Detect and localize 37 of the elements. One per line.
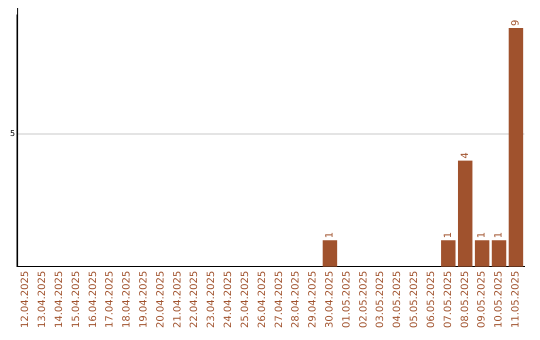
x-tick-label: 01.05.2025 bbox=[341, 270, 352, 328]
x-tick-label: 05.05.2025 bbox=[409, 270, 420, 328]
x-tick-label: 14.04.2025 bbox=[54, 270, 65, 328]
x-tick-label: 08.05.2025 bbox=[460, 270, 471, 328]
x-tick-label: 19.04.2025 bbox=[138, 270, 150, 328]
x-tick-label: 23.04.2025 bbox=[206, 270, 218, 328]
x-tick-label: 21.04.2025 bbox=[172, 270, 184, 328]
x-tick-label: 29.04.2025 bbox=[308, 270, 319, 328]
x-tick-label: 15.04.2025 bbox=[70, 270, 82, 328]
x-tick-label: 27.04.2025 bbox=[274, 270, 285, 328]
data-label: 4 bbox=[460, 152, 471, 159]
x-tick-label: 26.04.2025 bbox=[256, 270, 268, 328]
x-tick-label: 30.04.2025 bbox=[324, 270, 336, 328]
x-tick-label: 13.04.2025 bbox=[37, 270, 48, 328]
x-tick-label: 17.04.2025 bbox=[104, 270, 116, 328]
x-tick-label: 28.04.2025 bbox=[290, 270, 302, 328]
x-tick-label: 11.05.2025 bbox=[510, 270, 522, 328]
x-tick-label: 04.05.2025 bbox=[392, 270, 404, 328]
data-label: 1 bbox=[494, 232, 505, 238]
x-tick-label: 16.04.2025 bbox=[88, 270, 99, 328]
x-tick-label: 12.04.2025 bbox=[20, 270, 32, 328]
y-tick-label: 5 bbox=[10, 129, 16, 138]
x-tick-label: 07.05.2025 bbox=[442, 270, 454, 328]
x-tick-label: 18.04.2025 bbox=[122, 270, 133, 328]
x-tick-label: 22.04.2025 bbox=[189, 270, 200, 328]
x-tick-label: 24.04.2025 bbox=[223, 270, 234, 328]
data-label: 9 bbox=[510, 20, 522, 26]
x-tick-label: 10.05.2025 bbox=[494, 270, 505, 328]
x-tick-label: 03.05.2025 bbox=[375, 270, 386, 328]
data-label: 1 bbox=[442, 232, 454, 238]
data-label: 1 bbox=[324, 232, 336, 238]
x-tick-label: 25.04.2025 bbox=[240, 270, 251, 328]
x-tick-label: 20.04.2025 bbox=[155, 270, 166, 328]
x-tick-label: 06.05.2025 bbox=[426, 270, 437, 328]
data-label: 1 bbox=[476, 232, 488, 238]
x-tick-label: 02.05.2025 bbox=[358, 270, 370, 328]
x-tick-label: 09.05.2025 bbox=[476, 270, 488, 328]
